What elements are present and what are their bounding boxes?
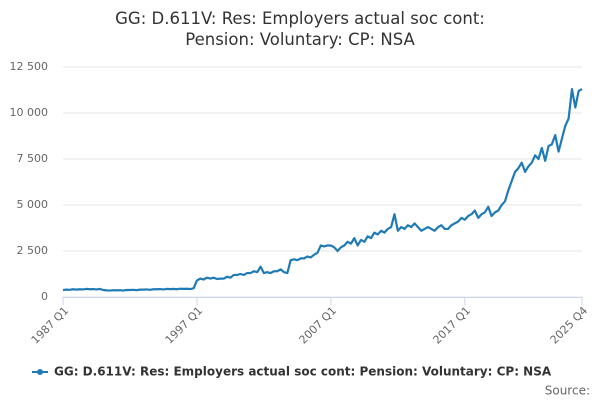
x-tick-label: 1997 Q1: [163, 304, 206, 347]
data-line: [62, 87, 583, 292]
legend-label: GG: D.611V: Res: Employers actual soc co…: [54, 365, 552, 379]
x-tick-label: 2017 Q1: [431, 304, 474, 347]
y-tick-label: 0: [41, 290, 48, 303]
y-tick-label: 2 500: [17, 244, 49, 257]
y-tick-label: 5 000: [17, 198, 49, 211]
x-tick-label: 2025 Q4: [548, 304, 591, 347]
chart-title: GG: D.611V: Res: Employers actual soc co…: [115, 9, 485, 49]
source-label: Source:: [545, 384, 590, 398]
y-tick-label: 12 500: [10, 60, 49, 73]
y-tick-label: 10 000: [10, 106, 49, 119]
y-tick-label: 7 500: [17, 152, 49, 165]
legend-marker: [37, 369, 43, 375]
x-tick-label: 2007 Q1: [297, 304, 340, 347]
x-tick-label: 1987 Q1: [29, 304, 72, 347]
